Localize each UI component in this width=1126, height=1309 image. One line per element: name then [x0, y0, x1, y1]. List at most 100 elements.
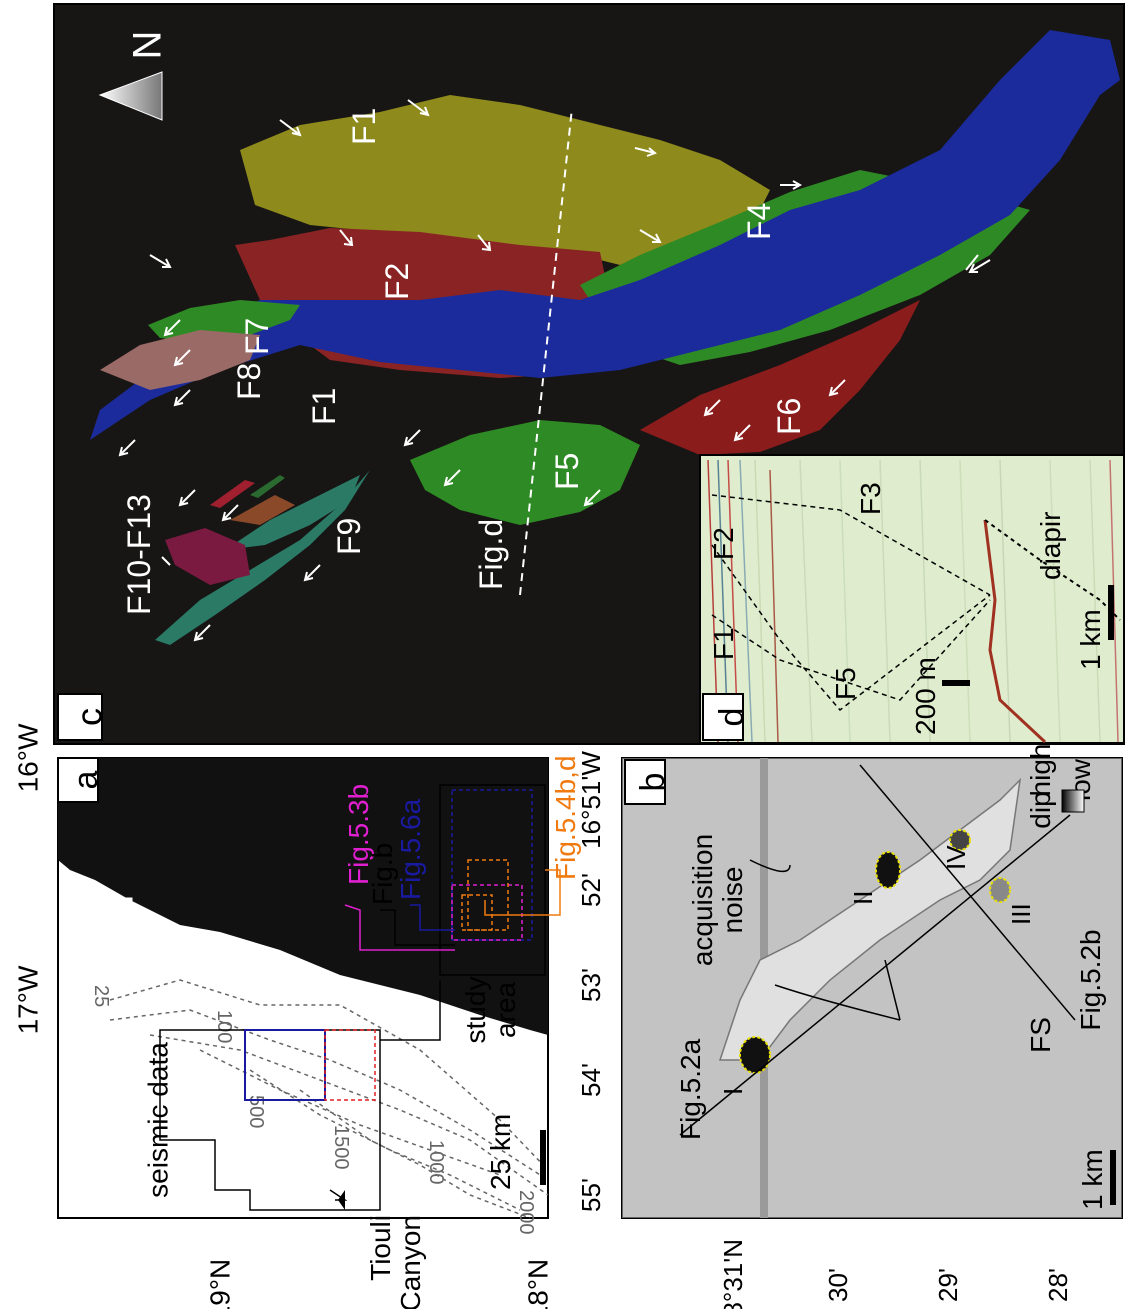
label-f1: F1 — [306, 388, 342, 425]
d-label-f3: F3 — [855, 482, 886, 515]
panel-c: N F1 F2 F4 F7 F8 F1 F6 F5 F9 F10-F13 Fig… — [53, 3, 1125, 745]
contour-100: 100 — [213, 1010, 235, 1043]
scale-bar-1km-b — [1110, 1150, 1116, 1205]
ref-fig54bd: Fig.5.4b,d — [550, 755, 581, 880]
label-f5: F5 — [549, 453, 585, 490]
lat-29: 29' — [933, 1268, 963, 1302]
seismic-data-polygon — [159, 1029, 381, 1211]
dip-colorbar — [1061, 789, 1085, 813]
country-label: Mauritania — [105, 895, 138, 1035]
d-scale-bar-v — [942, 680, 970, 686]
contour-500: 500 — [245, 1095, 267, 1128]
lon-55: 55' — [576, 1178, 606, 1212]
label-f4: F4 — [741, 203, 777, 240]
pockmark-label-iii: III — [1006, 903, 1036, 925]
label-f8: F8 — [231, 363, 267, 400]
lat-28: 28' — [1043, 1268, 1073, 1302]
fault-f3-surface — [240, 95, 770, 265]
contour-1000: 1000 — [425, 1140, 447, 1185]
panel-label-a: a — [67, 770, 105, 789]
study-label: study — [460, 977, 491, 1044]
fig-d-trace-line — [519, 107, 573, 596]
label-f7: F7 — [239, 318, 275, 355]
fault-f10-f13-surface — [165, 528, 250, 585]
diapir-outline — [983, 519, 1047, 744]
d-label-f5: F5 — [830, 667, 861, 700]
ref-fig53b: Fig.5.3b — [343, 784, 374, 885]
land-mass — [58, 758, 548, 1035]
ref-figb: Fig.b — [367, 843, 398, 905]
lon-54: 54' — [576, 1063, 606, 1097]
label-f10-f13: F10-F13 — [121, 494, 157, 615]
panel-a: Mauritania 2000 1000 1500 500 100 25 — [12, 723, 581, 1309]
d-label-diapir: diapir — [1035, 512, 1066, 580]
label-f9: F9 — [331, 518, 367, 555]
label-f3: F1 — [346, 108, 382, 145]
line-fig52b — [859, 764, 1076, 1021]
scale-1km-b: 1 km — [1077, 1149, 1108, 1210]
pockmark-ii — [875, 851, 901, 889]
north-arrow: N — [98, 31, 170, 121]
red-box — [324, 1029, 376, 1101]
area-label: area — [490, 982, 521, 1038]
scale-25km: 25 km — [485, 1114, 516, 1190]
line-fig52a — [679, 814, 1071, 1136]
d-scale-200m: 200 m — [910, 657, 941, 735]
ref-fig56a: Fig.5.6a — [395, 798, 426, 900]
lon-53: 53' — [576, 968, 606, 1002]
high-label: high — [1025, 744, 1056, 797]
pockmark-iii — [989, 877, 1011, 903]
lat-30: 30' — [823, 1268, 853, 1302]
fs-label: FS — [1025, 1017, 1056, 1053]
seismic-data-label: seismic data — [142, 1042, 173, 1198]
canyon-label: Canyon — [395, 1215, 426, 1309]
contour-25: 25 — [90, 985, 112, 1007]
d-scale-bar-h — [1108, 585, 1114, 640]
fig52a-label: Fig.5.2a — [675, 1038, 706, 1140]
fault-f7-surface — [148, 300, 300, 342]
panel-label-b: b — [634, 773, 672, 792]
d-scale-1km: 1 km — [1075, 609, 1106, 670]
label-f2: F2 — [379, 263, 415, 300]
slip-arrows — [118, 99, 991, 642]
north-label: N — [126, 31, 170, 60]
fig53b-box — [451, 884, 523, 941]
d-label-f1: F1 — [708, 627, 739, 660]
scale-bar-25km — [540, 1130, 546, 1185]
pockmark-i — [739, 1036, 771, 1074]
study-area-box — [439, 784, 546, 976]
fault-f9-wide — [225, 475, 360, 550]
panel-b: acquisition noise FS Fig.5.2a Fig.5.2b 1… — [576, 744, 1123, 1309]
fault-f9-surface — [155, 450, 385, 645]
fault-small-green — [250, 475, 285, 498]
lon-51: 16°51'W — [576, 751, 606, 849]
lon-17w: 17°W — [12, 965, 43, 1034]
canyon-feature — [718, 777, 1022, 1061]
label-fig-d: Fig.d — [473, 519, 509, 590]
panel-label-c: c — [69, 708, 110, 726]
pockmark-label-iv: IV — [941, 845, 971, 870]
lat-19n: 19°N — [204, 1259, 235, 1309]
dip-label: dip — [1025, 791, 1056, 828]
contour-2000: 2000 — [515, 1190, 537, 1235]
lat-31: 18°31'N — [718, 1239, 748, 1309]
fault-sliver — [240, 245, 300, 285]
pockmark-label-ii: II — [848, 891, 878, 905]
tiouli-label: Tiouli — [365, 1215, 396, 1281]
noise-label-1: acquisition — [687, 834, 718, 966]
contour-1500: 1500 — [330, 1125, 352, 1170]
fault-f1-surface — [90, 30, 1120, 440]
fault-small-red — [210, 480, 255, 508]
lon-16w: 16°W — [12, 723, 43, 792]
panel-d: F1 F2 F3 F5 diapir 200 m 1 km d — [699, 454, 1125, 744]
d-label-f2: F2 — [708, 527, 739, 560]
label-f6: F6 — [771, 398, 807, 435]
fig52b-label: Fig.5.2b — [1075, 929, 1106, 1030]
fault-f6-surface — [640, 300, 920, 455]
fault-small-brown — [230, 495, 295, 525]
lon-52: 52' — [576, 873, 606, 907]
noise-label-2: noise — [717, 867, 748, 934]
lat-18n: 18°N — [522, 1259, 553, 1309]
panel-label-d: d — [713, 708, 751, 727]
